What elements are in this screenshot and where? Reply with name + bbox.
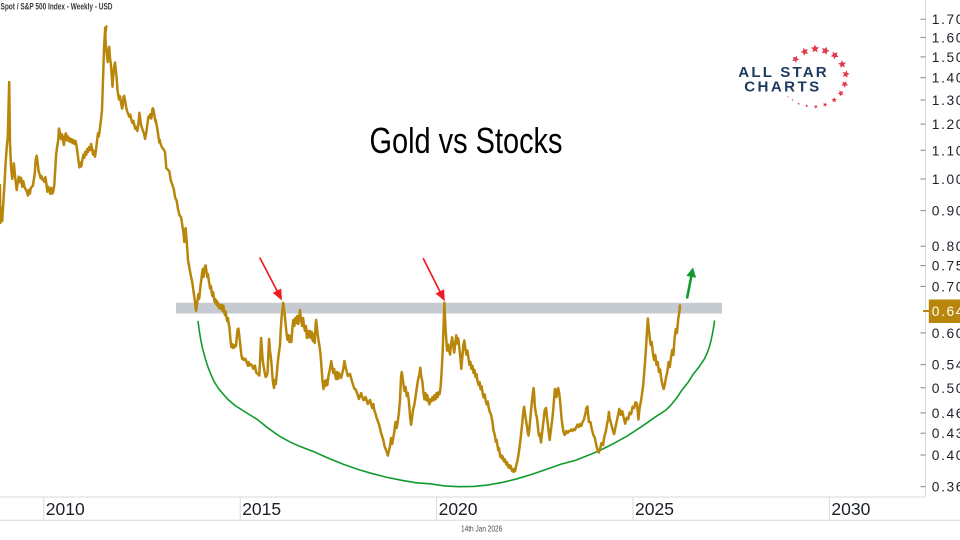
svg-text:0.64: 0.64 [932, 304, 960, 319]
svg-text:14th Jan 2026: 14th Jan 2026 [461, 524, 503, 534]
svg-text:0.80: 0.80 [932, 239, 960, 254]
svg-text:1.10: 1.10 [932, 143, 960, 158]
svg-text:0.54: 0.54 [932, 358, 960, 373]
svg-text:2025: 2025 [635, 499, 674, 519]
svg-text:0.75: 0.75 [932, 259, 960, 274]
svg-text:Gold vs Stocks: Gold vs Stocks [370, 121, 563, 161]
svg-text:1.30: 1.30 [932, 93, 960, 108]
svg-text:1.70: 1.70 [932, 12, 960, 27]
svg-text:2030: 2030 [831, 499, 870, 519]
svg-text:2015: 2015 [242, 499, 281, 519]
svg-text:2020: 2020 [439, 499, 478, 519]
svg-text:1.60: 1.60 [932, 30, 960, 45]
svg-text:ALL STAR: ALL STAR [738, 64, 826, 81]
svg-text:0.60: 0.60 [932, 326, 960, 341]
svg-text:1.00: 1.00 [932, 172, 960, 187]
svg-text:CHARTS: CHARTS [744, 79, 819, 96]
svg-text:2010: 2010 [46, 499, 85, 519]
svg-text:Spot / S&P 500 Index - Weekly: Spot / S&P 500 Index - Weekly - USD [1, 1, 113, 11]
svg-text:0.40: 0.40 [932, 448, 960, 463]
svg-text:0.70: 0.70 [932, 279, 960, 294]
svg-text:0.43: 0.43 [932, 426, 960, 441]
svg-text:1.50: 1.50 [932, 50, 960, 65]
svg-text:0.46: 0.46 [932, 406, 960, 421]
svg-text:0.36: 0.36 [932, 480, 960, 495]
svg-text:0.90: 0.90 [932, 204, 960, 219]
svg-text:0.50: 0.50 [932, 381, 960, 396]
svg-text:1.40: 1.40 [932, 71, 960, 86]
svg-text:1.20: 1.20 [932, 117, 960, 132]
